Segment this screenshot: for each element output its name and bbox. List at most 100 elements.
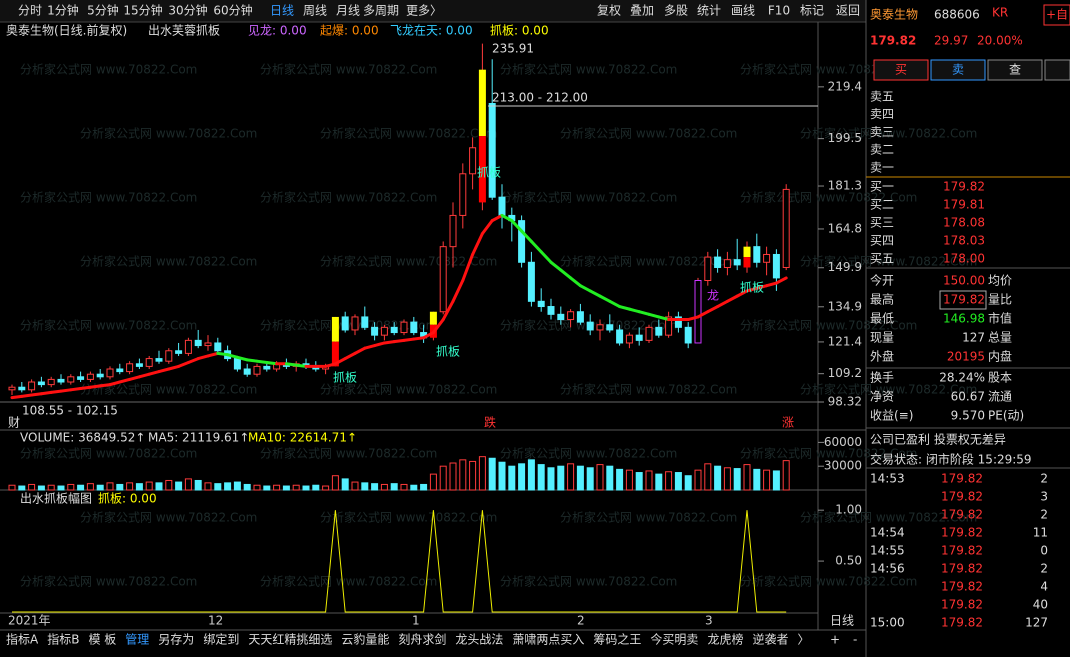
- last-price: 179.82: [870, 34, 916, 48]
- toolbar-item[interactable]: F10: [768, 4, 790, 18]
- trade-button[interactable]: [930, 59, 986, 81]
- candle-body: [527, 261, 535, 302]
- bottom-tab[interactable]: 管理: [125, 632, 149, 647]
- bottom-tab[interactable]: 另存为: [158, 633, 194, 647]
- toolbar-item[interactable]: 30分钟: [168, 3, 207, 18]
- candle-body: [576, 311, 584, 323]
- volume-bar: [772, 470, 780, 491]
- ma-line: [765, 281, 778, 288]
- volume-bar: [567, 463, 575, 491]
- volume-bar: [292, 484, 300, 491]
- candle-body: [694, 280, 702, 344]
- bottom-tab[interactable]: 天天红精挑细选: [248, 632, 332, 647]
- volume-bar: [576, 465, 584, 491]
- add-button[interactable]: +自: [1046, 8, 1068, 22]
- bottom-tab[interactable]: 指标A: [6, 632, 39, 647]
- bottom-tab[interactable]: 绑定到: [203, 632, 239, 647]
- bottom-tab[interactable]: 〉: [797, 633, 809, 647]
- stat-label: 最低: [870, 312, 894, 326]
- annotation: 抓板: [436, 345, 460, 359]
- toolbar-item[interactable]: 周线: [303, 4, 327, 18]
- bottom-tab[interactable]: 指标B: [47, 632, 79, 647]
- toolbar-item[interactable]: 画线: [731, 4, 755, 18]
- ask-label: 卖二: [870, 143, 894, 157]
- toolbar-item[interactable]: 分时: [18, 4, 42, 18]
- ma-line: [108, 380, 122, 387]
- bottom-tab[interactable]: 逆袭者: [752, 632, 788, 647]
- toolbar-item[interactable]: 统计: [697, 4, 721, 18]
- trade-price: 179.82: [941, 472, 983, 486]
- x-tick-label: 1: [412, 614, 420, 628]
- trade-button[interactable]: 查: [1009, 63, 1021, 77]
- toolbar-item[interactable]: 1分钟: [47, 3, 79, 18]
- toolbar-item[interactable]: 多周期: [363, 4, 399, 18]
- bottom-tab[interactable]: 今买明卖: [650, 632, 698, 647]
- candle-body: [86, 373, 94, 380]
- bottom-tab[interactable]: 萧啸两点买入: [512, 633, 584, 647]
- ma-line: [461, 252, 475, 283]
- bottom-tab[interactable]: 龙头战法: [455, 633, 503, 647]
- volume-bar: [145, 481, 153, 491]
- toolbar-item[interactable]: 5分钟: [87, 3, 119, 18]
- trade-button[interactable]: [987, 59, 1043, 81]
- toolbar-item[interactable]: 更多〉: [406, 4, 442, 18]
- watermark: 分析家公式网 www.70822.Com: [260, 190, 437, 205]
- ma-line: [657, 315, 671, 322]
- trade-button[interactable]: 卖: [952, 63, 964, 77]
- candle-body: [106, 368, 114, 378]
- ma-line: [20, 393, 34, 398]
- stat-label: 总量: [988, 331, 1012, 345]
- candle-body: [478, 69, 486, 137]
- candle-body: [469, 147, 477, 175]
- trade-time: 14:56: [870, 562, 905, 576]
- bottom-tab[interactable]: 龙虎榜: [707, 632, 743, 647]
- watermark: 分析家公式网 www.70822.Com: [500, 574, 677, 589]
- ma-line: [88, 384, 102, 389]
- ma-line: [422, 331, 435, 340]
- toolbar-item[interactable]: 复权: [597, 4, 621, 18]
- toolbar-item[interactable]: 多股: [664, 4, 688, 18]
- trade-button[interactable]: 买: [895, 63, 907, 77]
- candle-body: [704, 256, 712, 282]
- volume-bar: [714, 465, 722, 491]
- volume-bar: [371, 483, 379, 491]
- stat-label: 收益(≡): [870, 409, 913, 423]
- ma-line: [716, 299, 729, 309]
- bid-label: 买一: [870, 180, 894, 194]
- ma-line: [706, 305, 720, 314]
- trade-price: 179.82: [941, 598, 983, 612]
- trade-button[interactable]: [873, 59, 929, 81]
- volume-bar: [586, 467, 594, 491]
- candle-body: [361, 316, 369, 328]
- bottom-tab[interactable]: 模 板: [88, 633, 116, 647]
- bottom-tab[interactable]: 云豹量能: [341, 632, 389, 647]
- toolbar-item[interactable]: 返回: [836, 4, 860, 18]
- trade-price: 179.82: [941, 490, 983, 504]
- zoom-button[interactable]: -: [853, 633, 857, 647]
- bid-price: 178.08: [943, 216, 985, 230]
- bottom-tab[interactable]: 筹码之王: [593, 633, 641, 647]
- trade-time: 15:00: [870, 616, 905, 630]
- watermark: 分析家公式网 www.70822.Com: [740, 574, 917, 589]
- volume-bar: [645, 470, 653, 491]
- ask-label: 卖一: [870, 160, 894, 174]
- toolbar-item[interactable]: 叠加: [630, 4, 654, 18]
- trade-time: 14:53: [870, 472, 905, 486]
- stock-tag: KR: [992, 6, 1008, 20]
- indicator-value: 抓板: 0.00: [490, 24, 549, 38]
- stat-label: 量比: [988, 293, 1012, 307]
- bottom-tab[interactable]: 刻舟求剑: [398, 632, 446, 647]
- ma-line: [696, 310, 710, 319]
- zoom-button[interactable]: +: [830, 633, 840, 647]
- toolbar-item[interactable]: 月线: [336, 4, 360, 18]
- ma-line: [157, 367, 171, 374]
- toolbar-item[interactable]: 60分钟: [213, 3, 252, 18]
- toolbar-item[interactable]: 15分钟: [123, 3, 162, 18]
- candle-body: [557, 313, 565, 321]
- volume-bar: [616, 468, 624, 491]
- toolbar-item[interactable]: 日线: [270, 4, 294, 18]
- signal-line: [12, 510, 787, 613]
- volume-bar: [18, 485, 26, 491]
- volume-bar: [233, 481, 241, 491]
- toolbar-item[interactable]: 标记: [800, 4, 824, 18]
